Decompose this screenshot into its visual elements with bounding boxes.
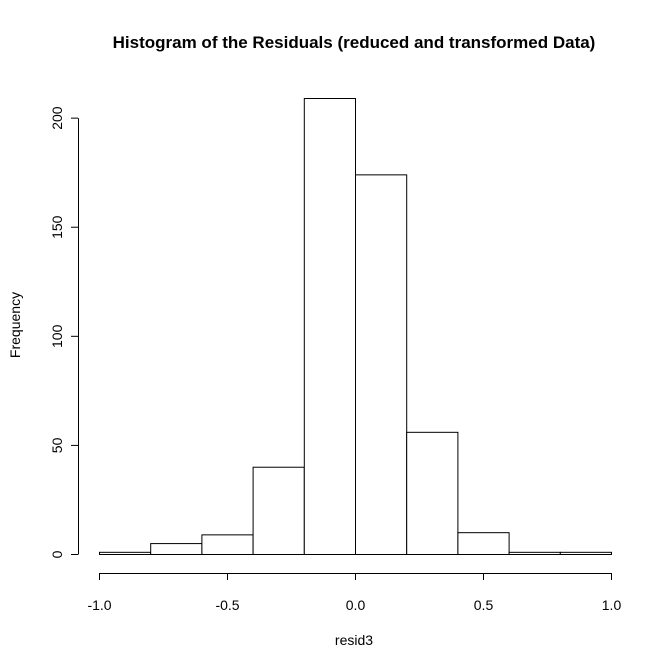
histogram-bar <box>457 532 510 556</box>
y-tick-label: 100 <box>49 324 65 348</box>
histogram-bar <box>508 551 561 555</box>
histogram-bar <box>406 431 459 555</box>
y-tick-label: 50 <box>49 437 65 453</box>
y-tick-label: 200 <box>49 106 65 130</box>
chart-title: Histogram of the Residuals (reduced and … <box>113 33 596 52</box>
y-tick-label: 150 <box>49 215 65 239</box>
bars-group <box>99 98 612 556</box>
y-tick-label: 0 <box>49 550 65 558</box>
histogram-bar <box>559 551 612 555</box>
histogram-bar <box>303 98 356 555</box>
x-tick-label: 1.0 <box>602 597 622 613</box>
x-axis-label: resid3 <box>335 632 373 648</box>
histogram-bar <box>252 466 305 555</box>
x-tick-label: -0.5 <box>215 597 239 613</box>
y-axis: 0 50 100 150 200 <box>49 106 79 558</box>
x-tick-label: -1.0 <box>87 597 111 613</box>
y-axis-label: Frequency <box>7 292 23 358</box>
x-tick-label: 0.5 <box>474 597 494 613</box>
x-axis: -1.0 -0.5 0.0 0.5 1.0 <box>87 573 621 613</box>
histogram-bar <box>150 543 203 555</box>
histogram-bar <box>355 174 408 555</box>
histogram-bar <box>99 551 152 555</box>
x-tick-label: 0.0 <box>346 597 366 613</box>
histogram-bar <box>201 534 254 556</box>
